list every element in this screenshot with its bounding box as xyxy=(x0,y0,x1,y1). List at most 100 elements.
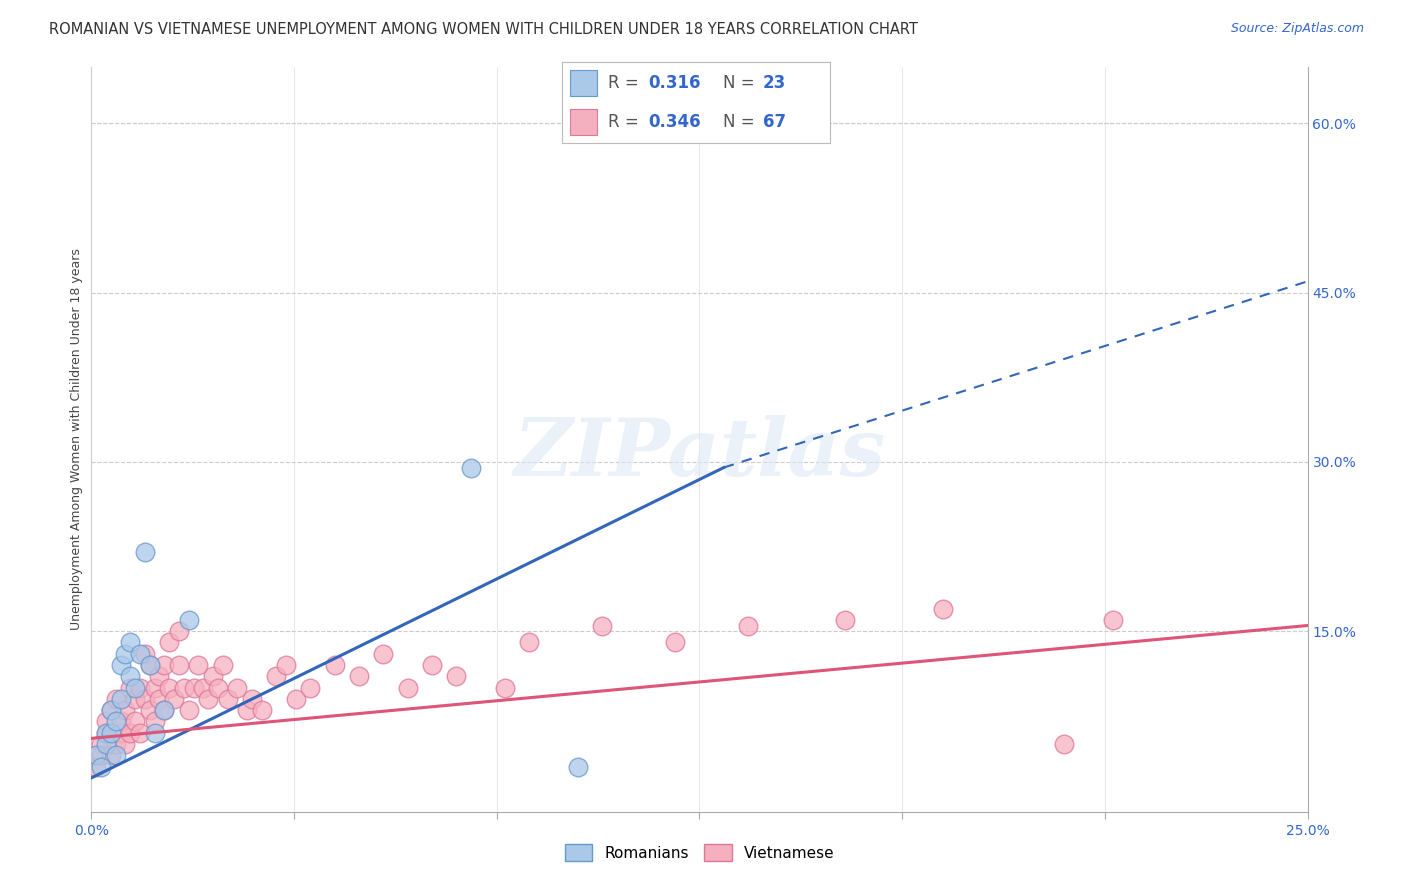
Point xyxy=(167,624,190,639)
Point xyxy=(104,737,127,751)
Point xyxy=(143,714,166,729)
Point xyxy=(110,725,132,739)
Text: N =: N = xyxy=(723,113,759,131)
Point xyxy=(240,691,263,706)
Point xyxy=(94,737,117,751)
Point xyxy=(183,681,205,695)
Point xyxy=(114,647,136,661)
Point xyxy=(567,759,589,773)
Text: 23: 23 xyxy=(763,74,786,92)
Point xyxy=(157,681,180,695)
Point xyxy=(110,658,132,673)
Point xyxy=(187,658,209,673)
Point xyxy=(163,691,186,706)
Text: N =: N = xyxy=(723,74,759,92)
Text: Source: ZipAtlas.com: Source: ZipAtlas.com xyxy=(1230,22,1364,36)
Point xyxy=(153,658,176,673)
Point xyxy=(1053,737,1076,751)
Point xyxy=(143,725,166,739)
Point xyxy=(139,658,162,673)
Point xyxy=(173,681,195,695)
Point xyxy=(84,748,107,763)
Point xyxy=(134,545,156,559)
Text: 0.346: 0.346 xyxy=(648,113,700,131)
Point xyxy=(94,725,117,739)
Point xyxy=(420,658,443,673)
Point xyxy=(931,601,953,615)
Point xyxy=(834,613,856,627)
Point xyxy=(100,748,122,763)
Point xyxy=(284,691,307,706)
Point xyxy=(737,618,759,632)
Point xyxy=(100,703,122,717)
Point xyxy=(134,647,156,661)
Point xyxy=(217,691,239,706)
Point xyxy=(177,613,200,627)
Point xyxy=(124,714,146,729)
Point xyxy=(139,703,162,717)
Point xyxy=(110,691,132,706)
Point xyxy=(264,669,287,683)
Point xyxy=(713,116,735,130)
Point xyxy=(664,635,686,649)
Point xyxy=(94,714,117,729)
Point xyxy=(114,737,136,751)
Text: 67: 67 xyxy=(763,113,786,131)
Point xyxy=(84,759,107,773)
Point xyxy=(167,658,190,673)
Point xyxy=(1102,613,1125,627)
Point xyxy=(373,647,395,661)
Point xyxy=(104,714,127,729)
Point xyxy=(323,658,346,673)
Point xyxy=(299,681,322,695)
Point xyxy=(274,658,297,673)
Point xyxy=(139,658,162,673)
Point xyxy=(226,681,249,695)
Point xyxy=(100,703,122,717)
Point xyxy=(148,669,170,683)
Point xyxy=(250,703,273,717)
Point xyxy=(153,703,176,717)
Point xyxy=(124,681,146,695)
Point xyxy=(110,714,132,729)
Point xyxy=(124,691,146,706)
Point xyxy=(129,681,152,695)
Point xyxy=(120,635,142,649)
Point xyxy=(129,647,152,661)
Point xyxy=(104,691,127,706)
Point xyxy=(193,681,215,695)
Point xyxy=(148,691,170,706)
Point xyxy=(114,703,136,717)
Bar xyxy=(571,70,598,96)
Point xyxy=(591,618,613,632)
Text: R =: R = xyxy=(607,113,644,131)
Point xyxy=(120,725,142,739)
Point xyxy=(202,669,225,683)
Point xyxy=(90,748,112,763)
Bar xyxy=(571,109,598,135)
Point xyxy=(120,669,142,683)
Point xyxy=(517,635,540,649)
Point xyxy=(197,691,219,706)
Point xyxy=(157,635,180,649)
Point xyxy=(120,681,142,695)
Text: ROMANIAN VS VIETNAMESE UNEMPLOYMENT AMONG WOMEN WITH CHILDREN UNDER 18 YEARS COR: ROMANIAN VS VIETNAMESE UNEMPLOYMENT AMON… xyxy=(49,22,918,37)
Point xyxy=(153,703,176,717)
Y-axis label: Unemployment Among Women with Children Under 18 years: Unemployment Among Women with Children U… xyxy=(70,248,83,631)
Point xyxy=(396,681,419,695)
Text: R =: R = xyxy=(607,74,644,92)
Text: 0.316: 0.316 xyxy=(648,74,700,92)
Point xyxy=(104,748,127,763)
Point xyxy=(90,737,112,751)
Point xyxy=(211,658,233,673)
Point xyxy=(143,681,166,695)
Point xyxy=(207,681,229,695)
Point xyxy=(100,725,122,739)
Point xyxy=(129,725,152,739)
Legend: Romanians, Vietnamese: Romanians, Vietnamese xyxy=(558,838,841,867)
Point xyxy=(347,669,370,683)
Point xyxy=(444,669,467,683)
Point xyxy=(494,681,516,695)
Point xyxy=(134,691,156,706)
Point xyxy=(90,759,112,773)
